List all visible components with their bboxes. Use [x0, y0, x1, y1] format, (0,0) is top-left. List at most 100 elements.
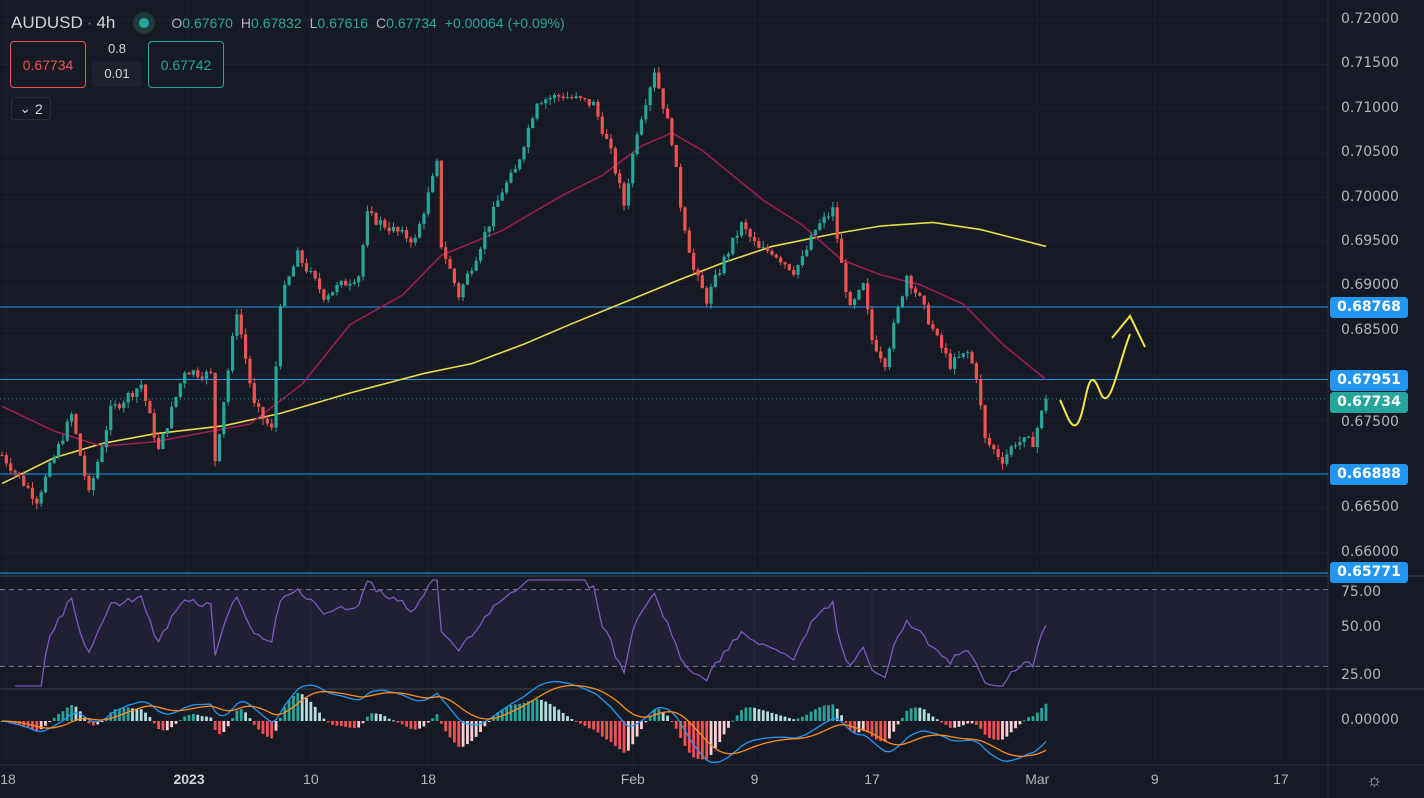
- horizontal-level-price-label: 0.68768: [1330, 297, 1408, 318]
- macd-histogram-bar: [570, 718, 574, 721]
- candle-body: [970, 352, 974, 364]
- macd-histogram-bar: [735, 715, 739, 721]
- candle-body: [866, 283, 870, 310]
- candle-body: [883, 358, 887, 368]
- candle-body: [626, 183, 630, 206]
- macd-histogram-bar: [696, 721, 700, 759]
- macd-histogram-bar: [265, 721, 269, 737]
- candle-body: [409, 238, 413, 243]
- rsi-tick-label: 50.00: [1341, 619, 1382, 635]
- candle-body: [661, 88, 665, 109]
- candle-body: [139, 384, 143, 389]
- sell-button[interactable]: 0.67734: [10, 41, 86, 88]
- candle-body: [909, 275, 913, 289]
- macd-histogram-bar: [91, 721, 95, 726]
- macd-histogram-bar: [970, 721, 974, 724]
- macd-histogram-bar: [787, 717, 791, 721]
- indicators-toggle-button[interactable]: ⌄ 2: [11, 97, 51, 120]
- candle-body: [1044, 398, 1048, 411]
- candle-body: [700, 275, 704, 289]
- macd-histogram-bar: [661, 711, 665, 721]
- candle-body: [544, 99, 548, 104]
- candle-body: [331, 291, 335, 296]
- candle-body: [413, 237, 417, 243]
- rsi-tick-label: 25.00: [1341, 667, 1382, 683]
- macd-histogram-bar: [957, 721, 961, 727]
- macd-histogram-bar: [1018, 721, 1022, 725]
- macd-histogram-bar: [396, 721, 400, 723]
- candle-body: [896, 306, 900, 323]
- macd-histogram-bar: [1031, 716, 1035, 721]
- macd-histogram-bar: [761, 710, 765, 721]
- macd-histogram-bar: [774, 714, 778, 721]
- macd-histogram-bar: [753, 707, 756, 721]
- candle-body: [400, 229, 404, 232]
- macd-histogram-bar: [748, 707, 752, 721]
- macd-histogram-bar: [248, 718, 252, 721]
- candle-body: [439, 160, 443, 248]
- macd-histogram-bar: [174, 721, 178, 724]
- macd-histogram-bar: [944, 721, 948, 725]
- candle-body: [344, 280, 348, 286]
- macd-histogram-bar: [409, 721, 413, 729]
- macd-histogram-bar: [426, 721, 430, 723]
- macd-histogram-bar: [679, 721, 682, 738]
- candle-body: [378, 220, 383, 225]
- candle-body: [539, 103, 543, 105]
- candle-body: [796, 264, 800, 275]
- candle-body: [339, 280, 343, 286]
- macd-histogram-bar: [305, 697, 308, 721]
- macd-histogram-bar: [300, 694, 304, 721]
- buy-button[interactable]: 0.67742: [148, 41, 224, 88]
- macd-histogram-bar: [513, 704, 517, 721]
- candle-body: [770, 250, 774, 255]
- candle-body: [561, 96, 565, 99]
- candle-body: [931, 324, 935, 329]
- macd-histogram-bar: [470, 721, 474, 742]
- macd-histogram-bar: [139, 709, 143, 721]
- candle-body: [313, 270, 317, 279]
- candle-body: [835, 207, 839, 239]
- macd-histogram-bar: [896, 721, 900, 725]
- macd-histogram-bar: [657, 709, 661, 721]
- candle-body: [465, 273, 470, 285]
- candle-body: [713, 274, 717, 287]
- macd-histogram-bar: [627, 721, 630, 751]
- price-tick-label: 0.69000: [1341, 277, 1399, 294]
- candle-body: [230, 335, 235, 371]
- macd-histogram-bar: [344, 721, 348, 728]
- candle-body: [983, 405, 987, 438]
- macd-histogram-bar: [392, 720, 395, 722]
- candle-body: [861, 283, 865, 290]
- macd-histogram-bar: [605, 721, 609, 740]
- candle-body: [587, 99, 591, 106]
- macd-histogram-bar: [874, 721, 878, 740]
- macd-histogram-bar: [861, 721, 865, 731]
- candle-body: [357, 276, 361, 283]
- candle-body: [178, 383, 182, 397]
- macd-histogram-bar: [474, 721, 478, 737]
- macd-histogram-bar: [200, 716, 204, 721]
- candle-body: [252, 383, 256, 404]
- settings-gear-icon[interactable]: ☼: [1366, 770, 1383, 790]
- current-price-label: 0.67734: [1330, 391, 1408, 413]
- candle-body: [457, 283, 461, 298]
- candle-body: [887, 348, 891, 368]
- macd-histogram-bar: [579, 721, 582, 724]
- price-tick-label: 0.71500: [1341, 55, 1399, 72]
- interval[interactable]: 4h: [96, 13, 116, 32]
- symbol-name[interactable]: AUDUSD: [11, 13, 83, 32]
- macd-histogram-bar: [144, 712, 147, 721]
- macd-histogram-bar: [157, 721, 160, 730]
- candle-body: [892, 322, 896, 349]
- lot-size[interactable]: 0.8: [107, 41, 127, 56]
- candle-body: [500, 192, 504, 201]
- candle-body: [143, 384, 148, 402]
- macd-histogram-bar: [387, 718, 391, 721]
- candle-body: [518, 159, 522, 170]
- macd-histogram-bar: [261, 721, 265, 734]
- macd-histogram-bar: [840, 715, 843, 721]
- candle-body: [30, 487, 35, 499]
- candle-body: [478, 248, 483, 261]
